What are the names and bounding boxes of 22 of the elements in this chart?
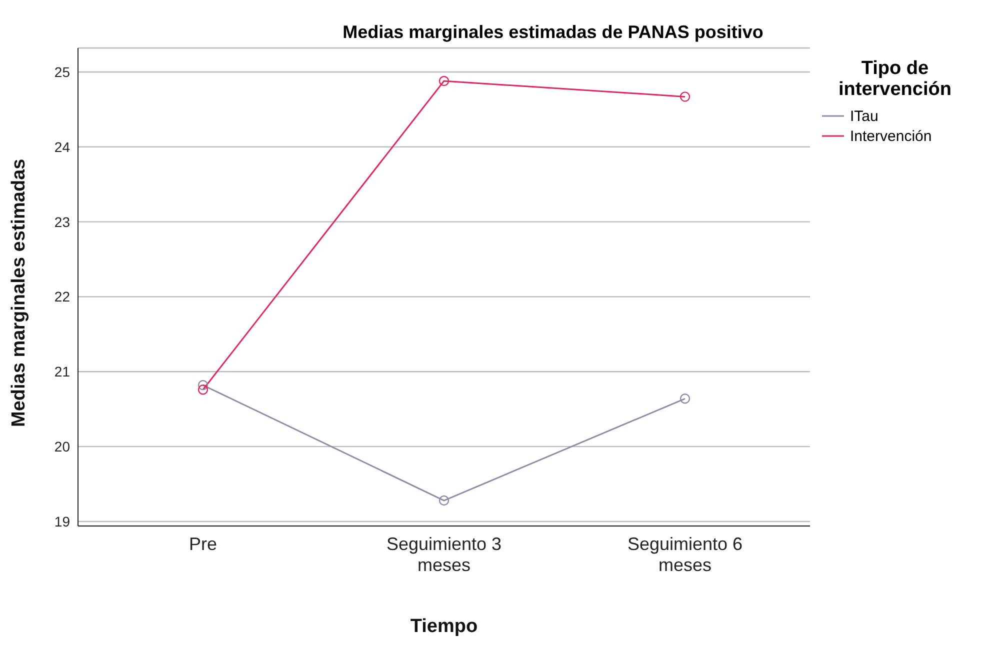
point bbox=[680, 394, 690, 404]
y-tick-label: 25 bbox=[54, 64, 70, 80]
y-tick-label: 22 bbox=[54, 288, 70, 305]
point bbox=[198, 384, 208, 395]
point bbox=[198, 380, 208, 390]
point bbox=[438, 76, 450, 86]
y-tick-label: 23 bbox=[54, 214, 70, 230]
y-tick-label: 24 bbox=[54, 138, 70, 155]
y-tick-label: 19 bbox=[54, 513, 70, 530]
x-axis-title: Tiempo bbox=[410, 616, 478, 637]
y-tick-label: 20 bbox=[54, 438, 70, 455]
legend-label: ITau bbox=[850, 108, 878, 124]
y-axis-title: Medias marginales estimadas bbox=[8, 158, 30, 427]
x-tick-label: Seguimiento 3 meses bbox=[386, 534, 502, 575]
point bbox=[680, 92, 690, 102]
x-tick-label: Seguimiento 6 meses bbox=[627, 534, 743, 575]
legend-title: Tipo de intervención bbox=[838, 58, 952, 100]
point bbox=[438, 495, 450, 506]
chart-title: Medias marginales estimadas de PANAS positivo bbox=[342, 22, 764, 43]
x-tick-label: Pre bbox=[188, 534, 218, 554]
y-tick-label: 21 bbox=[54, 364, 70, 380]
legend-label: Intervención bbox=[850, 128, 932, 144]
